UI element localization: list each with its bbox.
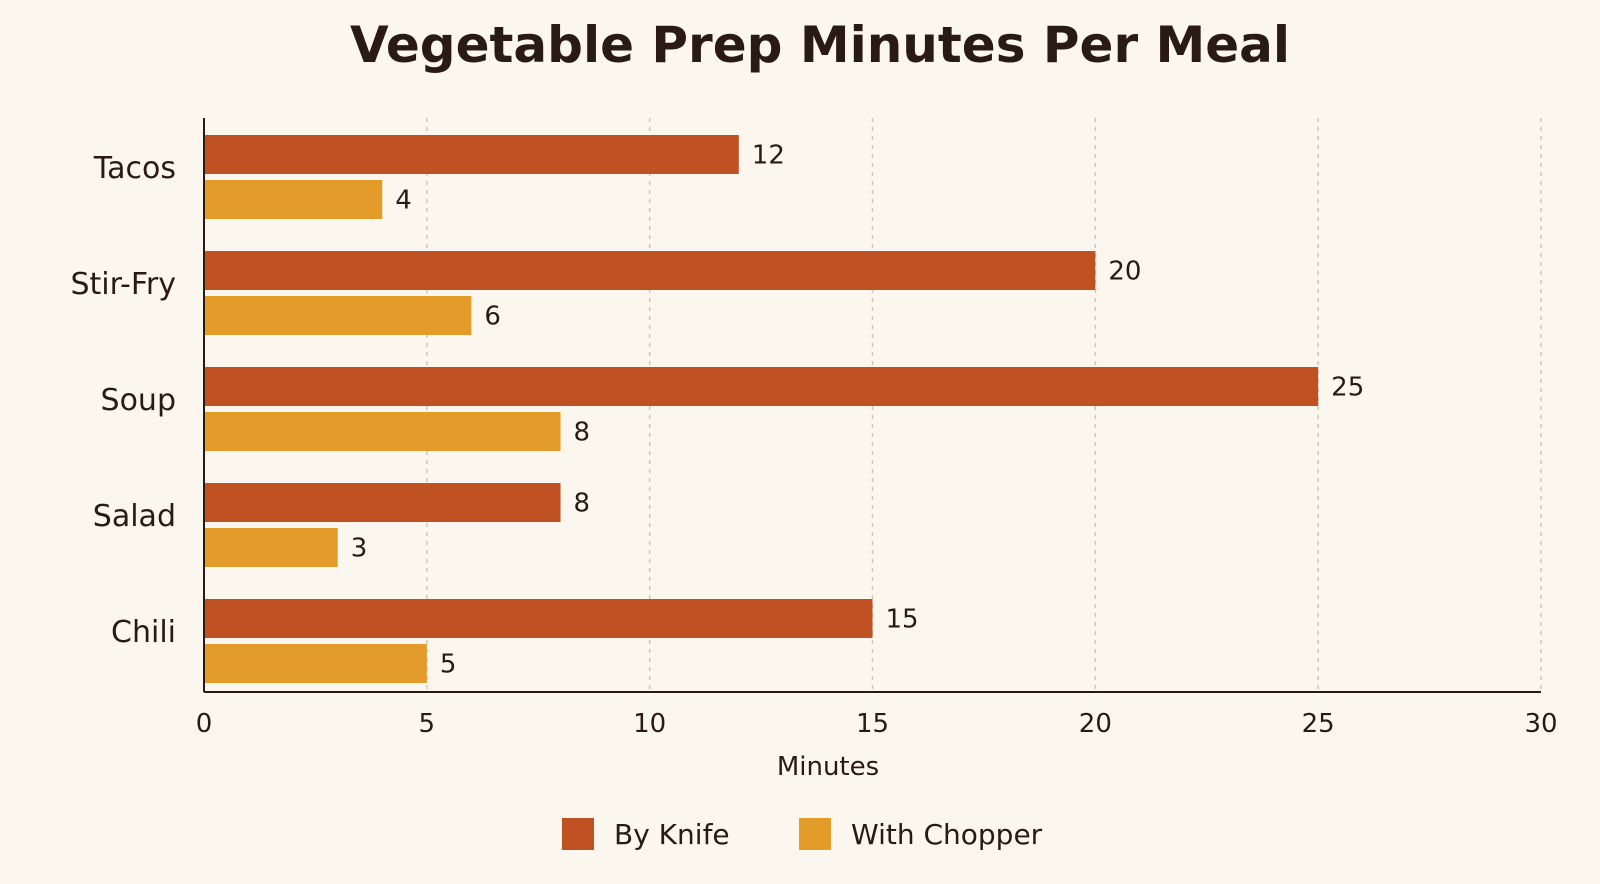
bar	[204, 483, 561, 522]
gridlines	[426, 118, 1542, 692]
data-label: 8	[574, 489, 591, 519]
axes: 0 5 10 15 20 25 30 Tacos Stir-Fry Soup Salad Chili	[70, 118, 1558, 739]
x-tick-label: 10	[633, 709, 666, 739]
category-label: Chili	[111, 615, 176, 650]
legend-label: By Knife	[614, 818, 730, 851]
data-label: 20	[1108, 257, 1141, 287]
data-label: 25	[1331, 373, 1364, 403]
x-tick-label: 5	[419, 709, 436, 739]
x-tick-label: 0	[196, 709, 213, 739]
bar	[204, 367, 1319, 406]
legend-swatch	[799, 818, 831, 850]
data-label: 4	[395, 186, 412, 216]
x-tick-label: 15	[856, 709, 889, 739]
data-label: 15	[886, 605, 919, 635]
legend: By Knife With Chopper	[562, 818, 1043, 851]
bar	[204, 412, 561, 451]
x-tick-label: 20	[1079, 709, 1112, 739]
data-label: 5	[440, 650, 457, 680]
category-label: Soup	[101, 383, 176, 418]
x-axis-title: Minutes	[777, 752, 879, 782]
bar	[204, 599, 873, 638]
data-label: 12	[752, 141, 785, 171]
category-label: Tacos	[93, 151, 176, 186]
bar	[204, 528, 338, 567]
bar	[204, 251, 1096, 290]
legend-label: With Chopper	[851, 818, 1043, 851]
data-label: 3	[351, 534, 368, 564]
bar	[204, 296, 472, 335]
legend-swatch	[562, 818, 594, 850]
category-label: Salad	[93, 499, 176, 534]
x-tick-label: 30	[1524, 709, 1557, 739]
bar	[204, 180, 383, 219]
category-label: Stir-Fry	[70, 267, 176, 302]
data-label: 6	[484, 302, 501, 332]
data-label: 8	[574, 418, 591, 448]
bar	[204, 644, 427, 683]
bars: 12 4 20 6 25 8 8 3 15 5	[204, 135, 1364, 683]
chart-title: Vegetable Prep Minutes Per Meal	[350, 16, 1290, 74]
bar	[204, 135, 739, 174]
x-tick-label: 25	[1302, 709, 1335, 739]
